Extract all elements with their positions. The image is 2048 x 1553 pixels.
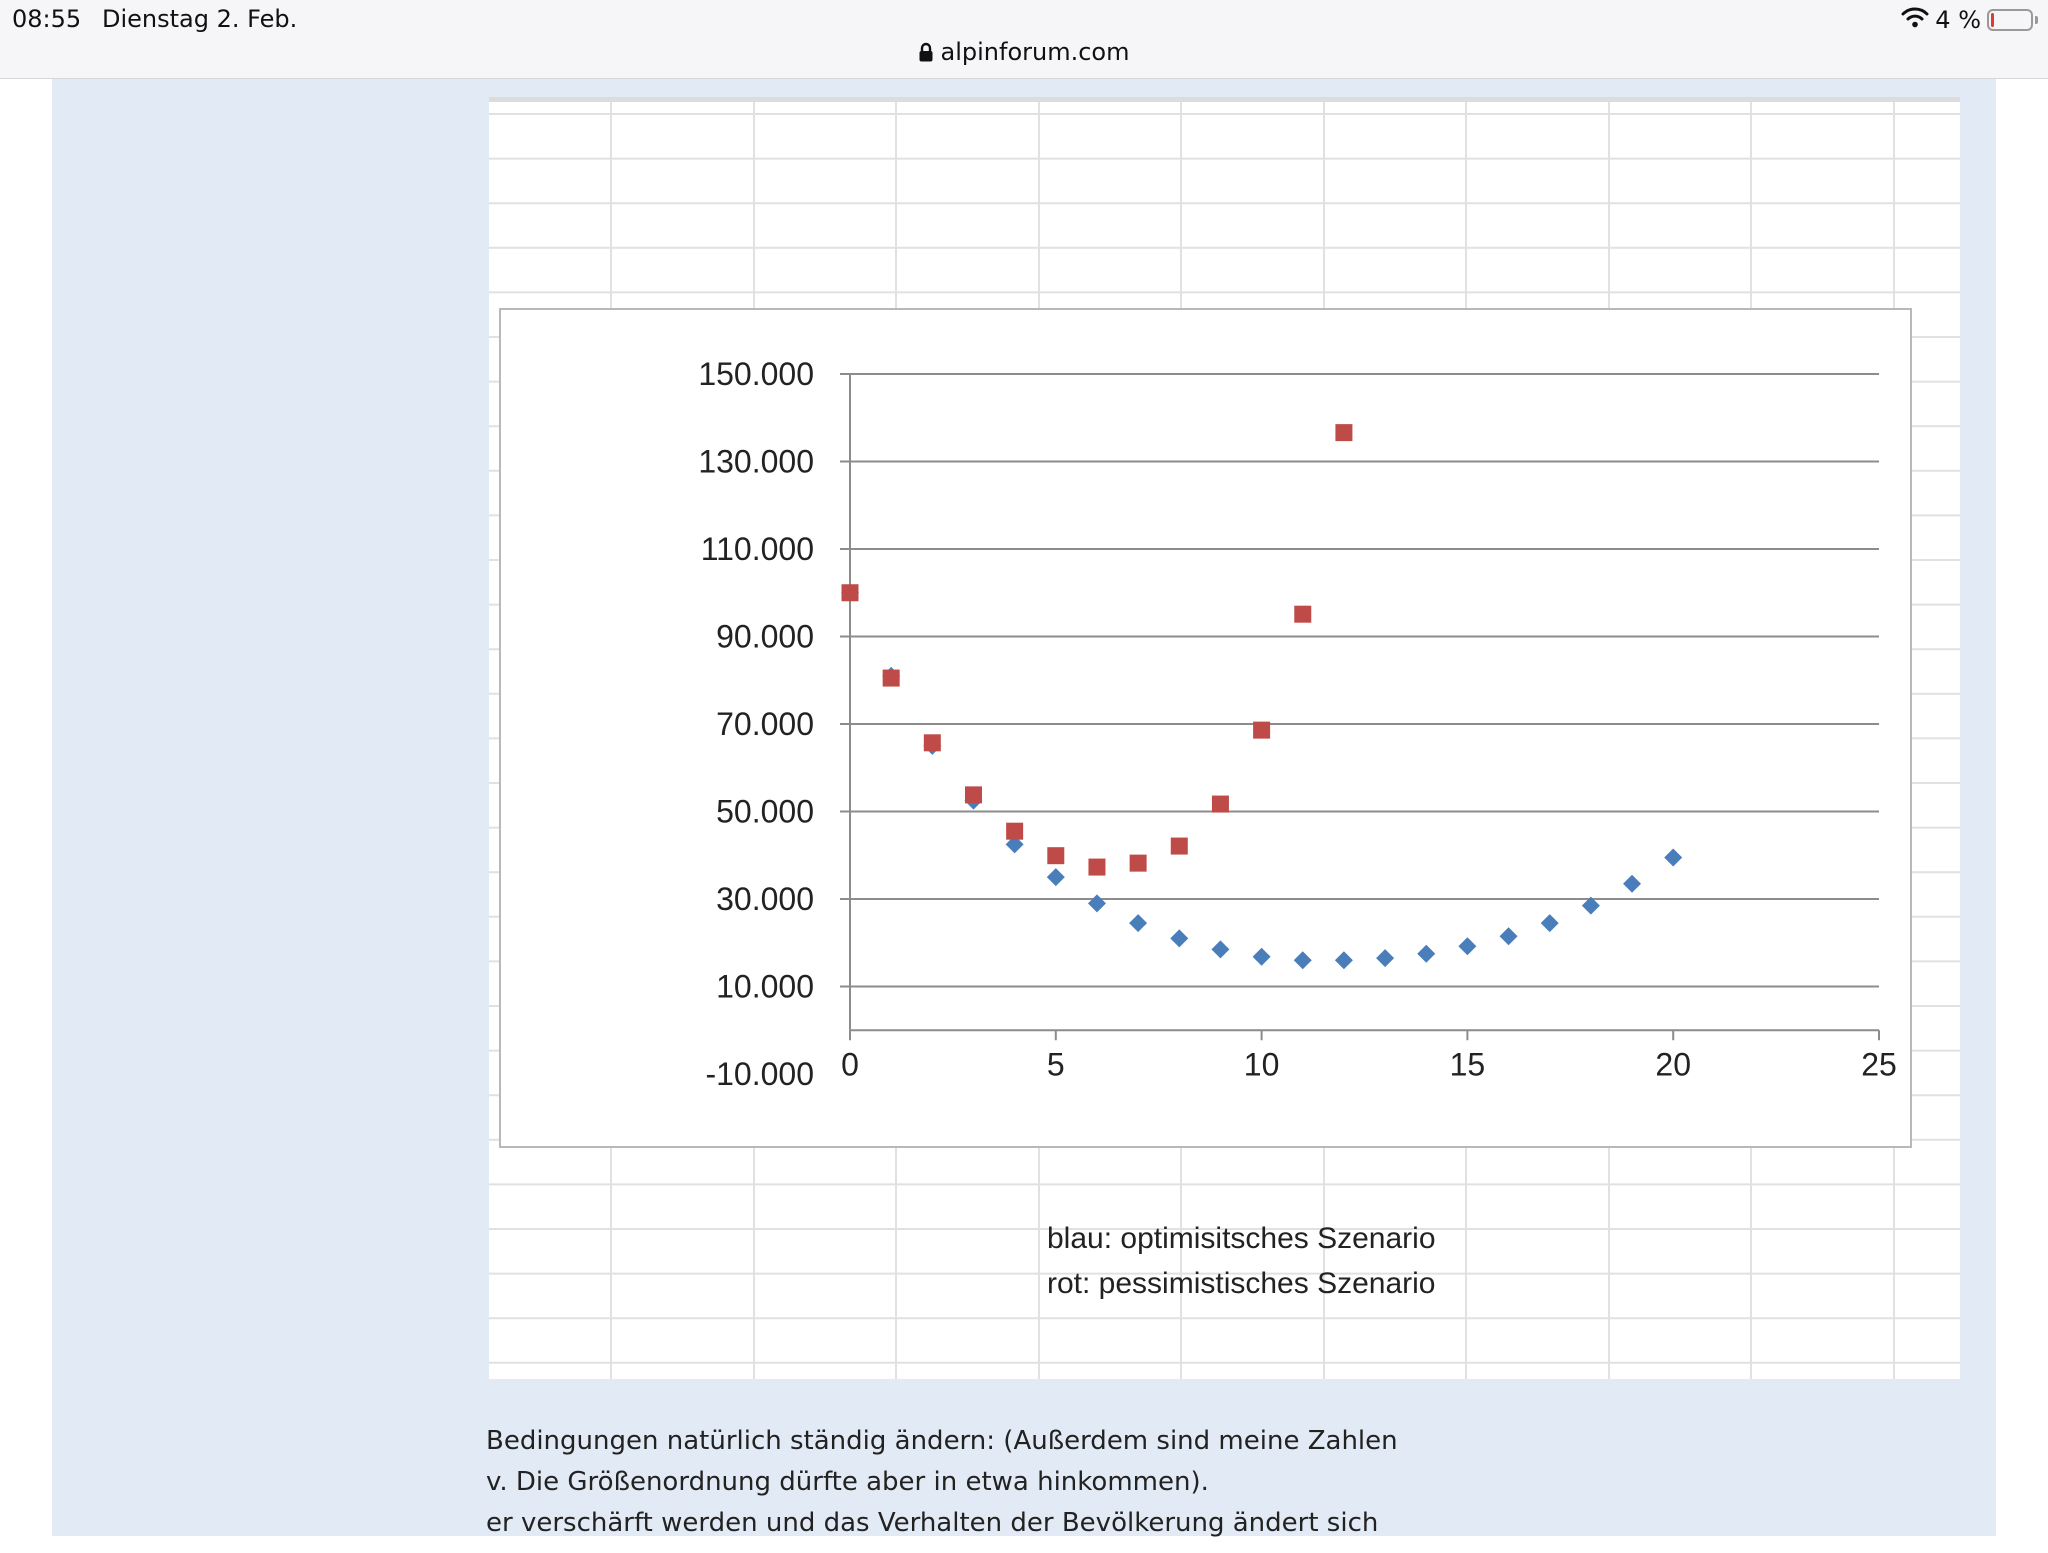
blue-data-point xyxy=(1252,947,1271,966)
blue-data-point xyxy=(1129,914,1148,933)
red-data-point xyxy=(1170,837,1188,855)
address-bar[interactable]: alpinforum.com xyxy=(0,38,2048,68)
red-data-point xyxy=(1294,605,1312,623)
red-data-point xyxy=(964,786,982,804)
red-data-point xyxy=(1088,858,1106,876)
status-bar: 08:55 Dienstag 2. Feb. alpinforum.com 4 … xyxy=(0,0,2048,79)
blue-data-point xyxy=(1293,951,1312,970)
legend-note-red: rot: pessimistisches Szenario xyxy=(1047,1267,1436,1300)
x-tick-label: 10 xyxy=(1244,1046,1280,1082)
post-text-line: Bedingungen natürlich ständig ändern: (A… xyxy=(486,1426,1398,1456)
blue-data-point xyxy=(1540,914,1559,933)
x-tick-label: 15 xyxy=(1450,1046,1486,1082)
red-data-point xyxy=(841,584,859,602)
blue-data-point xyxy=(1087,894,1106,913)
blue-data-point xyxy=(1046,868,1065,887)
status-indicators: 4 % xyxy=(1901,5,2038,35)
x-tick-label: 5 xyxy=(1047,1046,1065,1082)
y-tick-label: 30.000 xyxy=(716,881,814,917)
y-tick-label: 130.000 xyxy=(698,444,814,480)
red-data-point xyxy=(923,734,941,752)
y-tick-label: 50.000 xyxy=(716,794,814,830)
y-tick-label: 10.000 xyxy=(716,969,814,1005)
blue-data-point xyxy=(1334,951,1353,970)
battery-level xyxy=(1991,13,1994,27)
x-tick-label: 25 xyxy=(1861,1046,1897,1082)
lock-icon xyxy=(919,40,933,68)
red-data-point xyxy=(1211,795,1229,813)
status-time: 08:55 xyxy=(12,5,82,33)
scatter-chart: -10.000 10.000 30.000 50.000 70.000 90.000 110… xyxy=(499,308,1912,1148)
red-data-point xyxy=(882,669,900,687)
legend-note-blue: blau: optimisitsches Szenario xyxy=(1047,1222,1436,1255)
blue-data-point xyxy=(1211,940,1230,959)
wifi-icon xyxy=(1901,6,1929,34)
x-tick-label: 20 xyxy=(1655,1046,1691,1082)
url-text: alpinforum.com xyxy=(940,38,1130,66)
red-data-point xyxy=(1006,822,1024,840)
post-text-line: v. Die Größenordnung dürfte aber in etwa… xyxy=(486,1467,1209,1497)
red-data-point xyxy=(1335,424,1353,442)
blue-data-point xyxy=(1581,896,1600,915)
y-tick-label: 110.000 xyxy=(701,531,814,567)
battery-tip xyxy=(2035,16,2038,24)
blue-data-point xyxy=(1005,835,1024,854)
x-tick-label: 0 xyxy=(841,1046,859,1082)
blue-data-point xyxy=(1417,944,1436,963)
red-data-point xyxy=(1253,721,1271,739)
y-tick-label: 90.000 xyxy=(716,619,814,655)
blue-data-point xyxy=(1458,937,1477,956)
blue-data-point xyxy=(1664,848,1683,867)
blue-data-point xyxy=(1170,929,1189,948)
y-tick-label: 70.000 xyxy=(716,706,814,742)
battery-percent: 4 % xyxy=(1935,6,1981,34)
chart-canvas: -10.000 10.000 30.000 50.000 70.000 90.000 110… xyxy=(698,356,1897,1092)
post-text: Bedingungen natürlich ständig ändern: (A… xyxy=(486,1421,1986,1553)
red-data-point xyxy=(1129,854,1147,872)
red-data-point xyxy=(1047,847,1065,865)
battery-icon xyxy=(1987,9,2033,31)
blue-data-point xyxy=(1376,949,1395,968)
blue-data-point xyxy=(1499,927,1518,946)
y-tick-label: 150.000 xyxy=(698,356,814,392)
status-date: Dienstag 2. Feb. xyxy=(102,5,298,33)
y-tick-label: -10.000 xyxy=(705,1056,814,1092)
blue-data-point xyxy=(1623,874,1642,893)
post-text-line: er verschärft werden und das Verhalten d… xyxy=(486,1508,1379,1538)
